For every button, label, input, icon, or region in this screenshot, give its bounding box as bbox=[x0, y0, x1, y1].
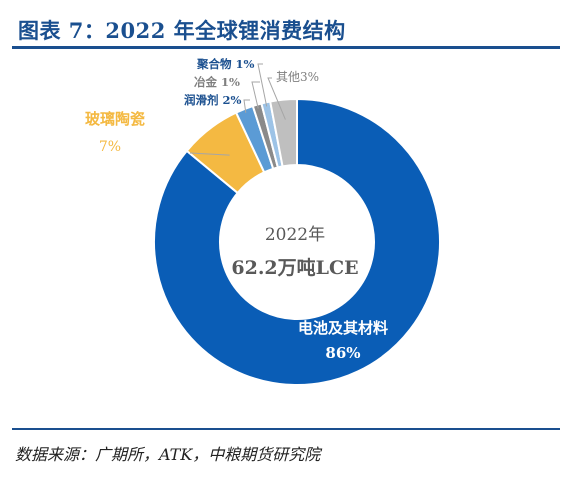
label-lubricant: 润滑剂 2% bbox=[184, 93, 242, 107]
center-total: 62.2万吨LCE bbox=[231, 256, 358, 279]
source-note: 数据来源：广期所，ATK，中粮期货研究院 bbox=[15, 445, 321, 464]
leader-metallurgy bbox=[251, 81, 260, 109]
value-glass: 7% bbox=[99, 139, 121, 155]
donut-slice-6 bbox=[269, 97, 298, 168]
leader-other bbox=[267, 77, 286, 120]
leader-glass bbox=[189, 152, 230, 156]
label-battery: 电池及其材料 bbox=[298, 319, 388, 337]
center-year: 2022年 bbox=[265, 225, 325, 245]
value-battery: 86% bbox=[325, 344, 360, 362]
label-other: 其他3% bbox=[276, 70, 319, 84]
label-polymer: 聚合物 1% bbox=[196, 57, 255, 71]
donut-slice-1 bbox=[153, 97, 441, 386]
figure-title: 图表 7：2022 年全球锂消费结构 bbox=[18, 18, 346, 43]
label-glass: 玻璃陶瓷 bbox=[85, 110, 145, 128]
donut-chart: 2022年 62.2万吨LCE 电池及其材料 86% 玻璃陶瓷 7% 润滑剂 2% 冶金 1%… bbox=[85, 57, 441, 386]
title-rule bbox=[12, 46, 560, 49]
leader-polymer bbox=[257, 63, 268, 107]
leader-lubricant bbox=[243, 99, 250, 113]
label-metallurgy: 冶金 1% bbox=[194, 75, 240, 89]
source-rule bbox=[12, 428, 560, 430]
